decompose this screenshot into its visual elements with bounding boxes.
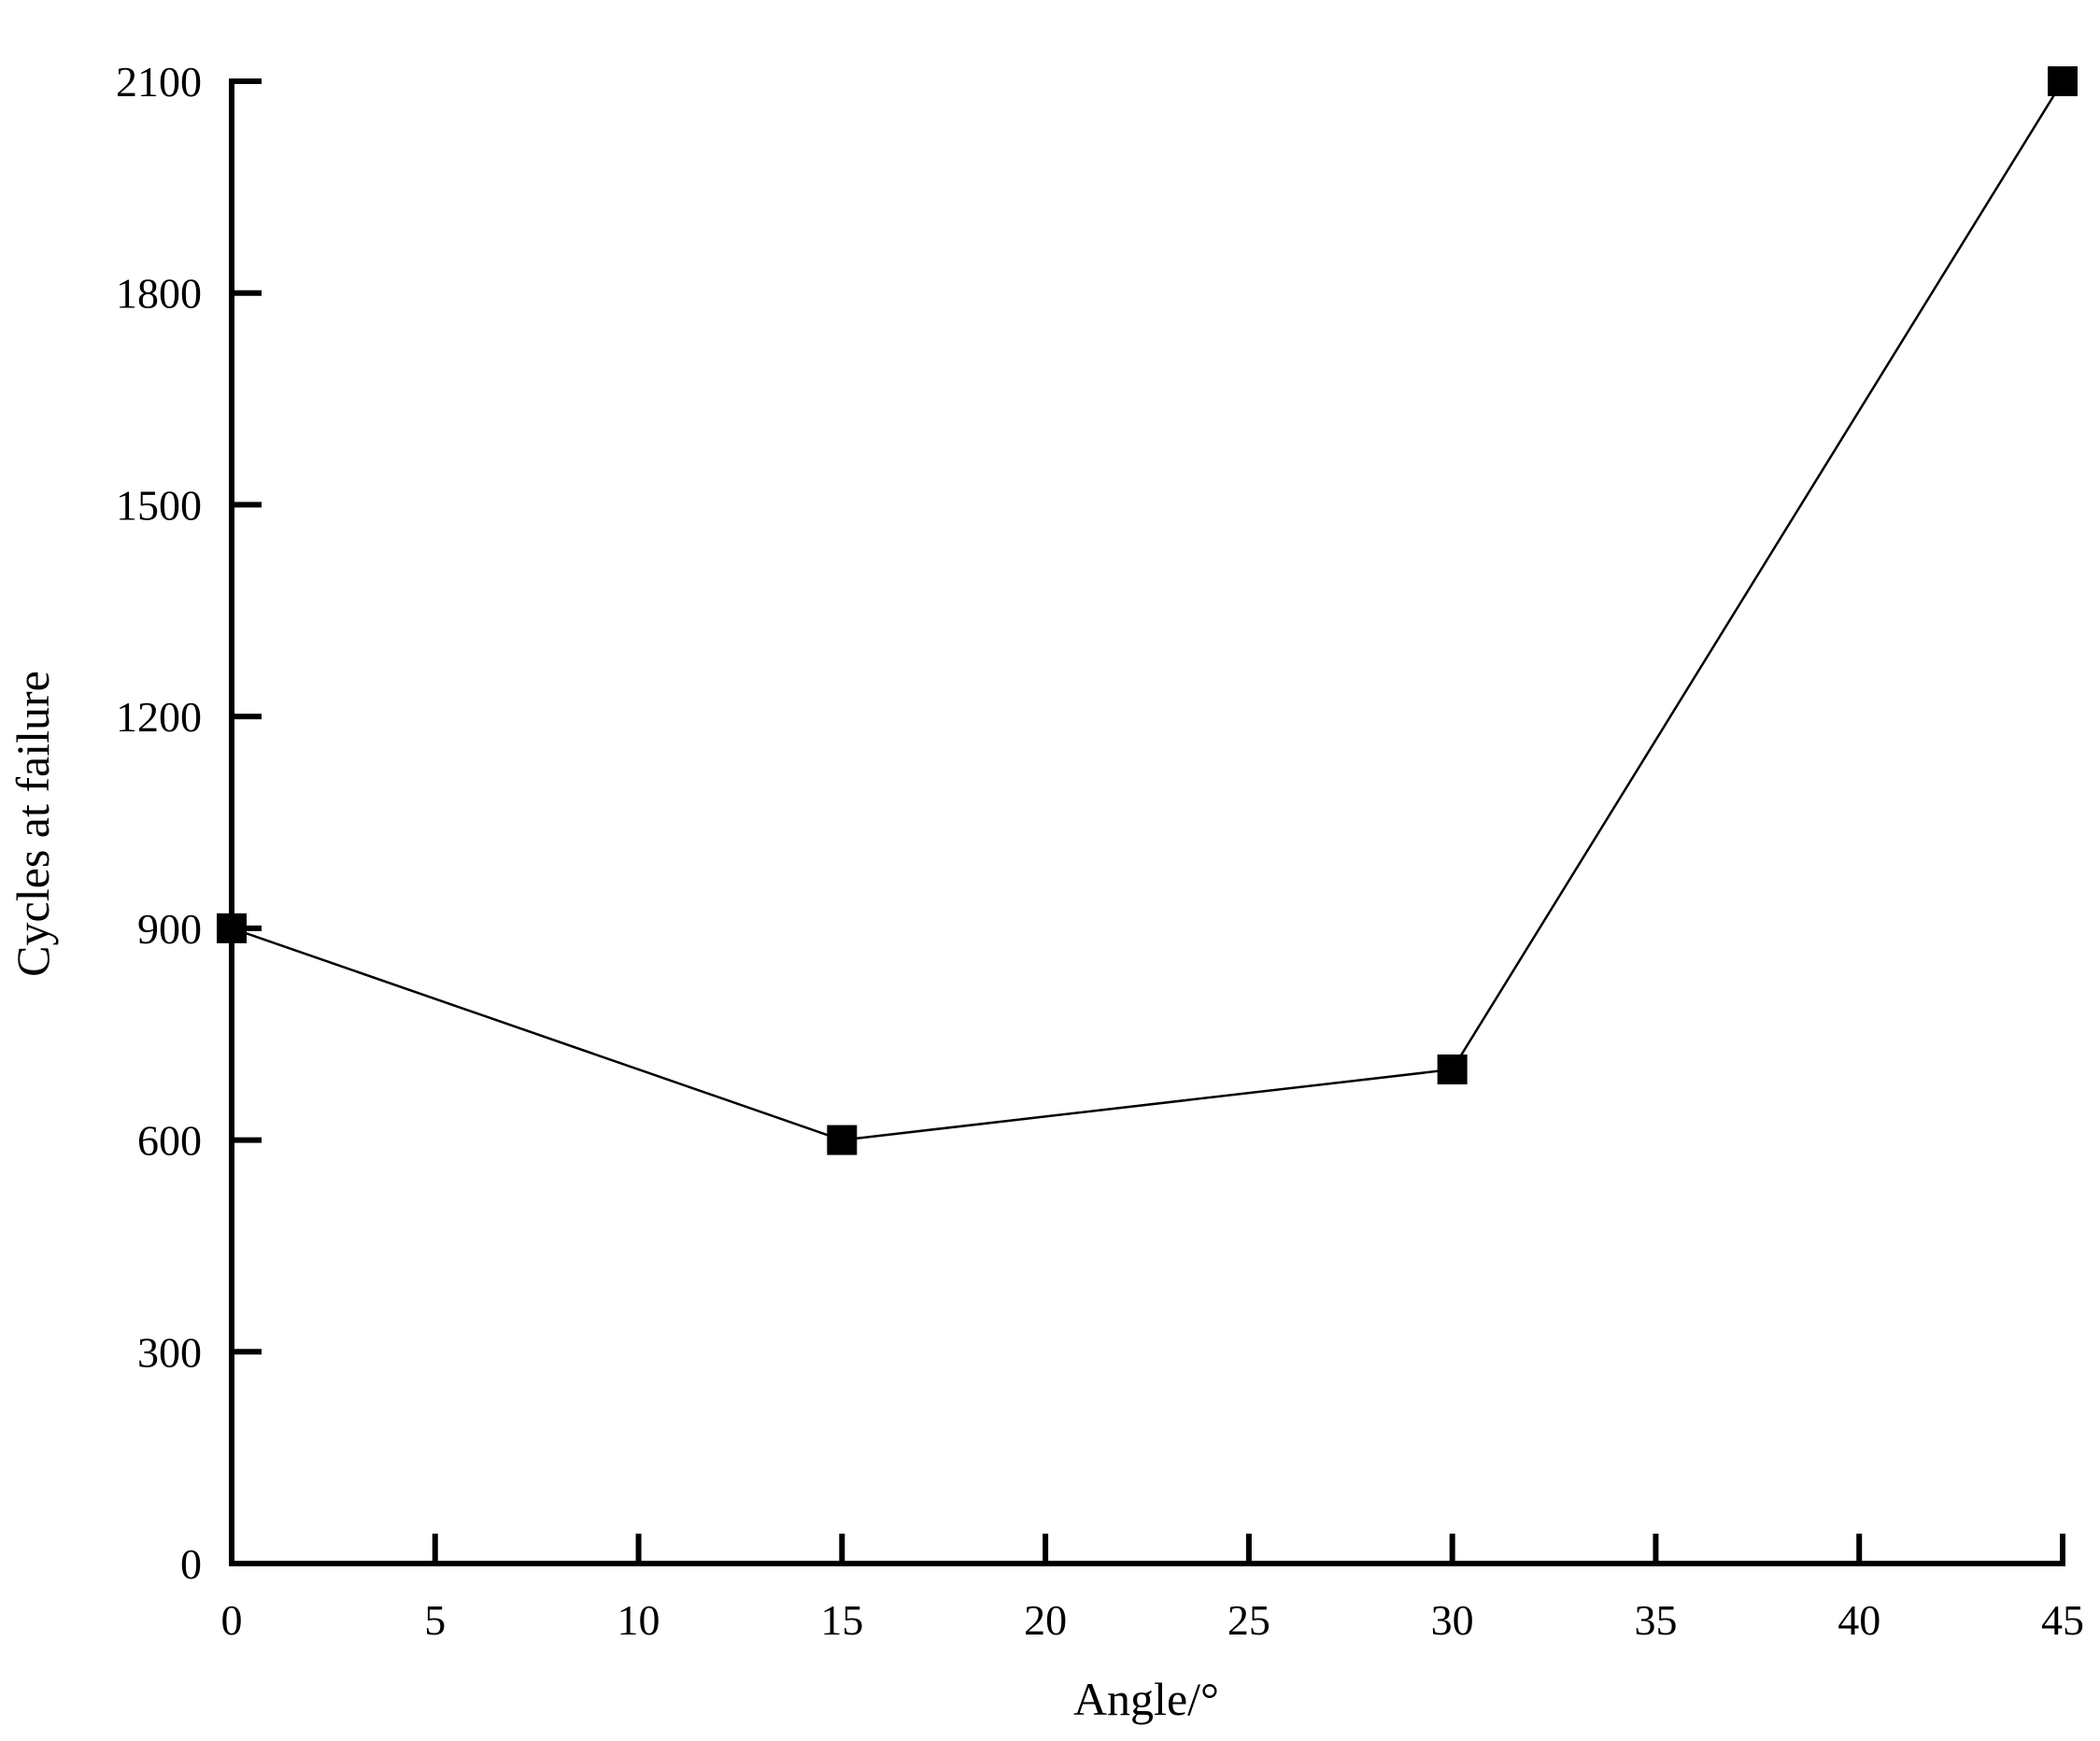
y-tick-label: 300 — [137, 1328, 202, 1376]
x-tick-label: 15 — [820, 1596, 863, 1644]
y-tick-label: 2100 — [116, 58, 202, 106]
data-point-marker — [217, 913, 247, 943]
y-tick-label: 1500 — [116, 481, 202, 529]
data-point-marker — [1437, 1055, 1468, 1084]
y-tick-label: 900 — [137, 905, 202, 953]
data-point-marker — [2048, 66, 2078, 96]
series-layer — [217, 66, 2078, 1155]
x-tick-label: 40 — [1838, 1596, 1880, 1644]
series-line — [231, 80, 2065, 1141]
y-axis-title: Cycles at failure — [7, 671, 59, 977]
x-tick-label: 45 — [2041, 1596, 2084, 1644]
axes: 0 300 600 900 1200 1500 1800 2100 0 5 10 15 20 25 30 35… — [116, 58, 2084, 1644]
x-tick-label: 30 — [1431, 1596, 1474, 1644]
data-point-marker — [827, 1125, 858, 1155]
x-tick-label: 20 — [1024, 1596, 1067, 1644]
x-axis-title: Angle/° — [1073, 1673, 1219, 1725]
x-tick-label: 35 — [1634, 1596, 1677, 1644]
y-tick-label: 600 — [137, 1117, 202, 1165]
y-tick-label: 1800 — [116, 270, 202, 318]
x-tick-label: 5 — [424, 1596, 446, 1644]
y-tick-label: 0 — [180, 1540, 202, 1588]
x-tick-label: 10 — [617, 1596, 660, 1644]
x-tick-label: 25 — [1227, 1596, 1270, 1644]
y-tick-label: 1200 — [116, 693, 202, 741]
x-tick-label: 0 — [221, 1596, 243, 1644]
